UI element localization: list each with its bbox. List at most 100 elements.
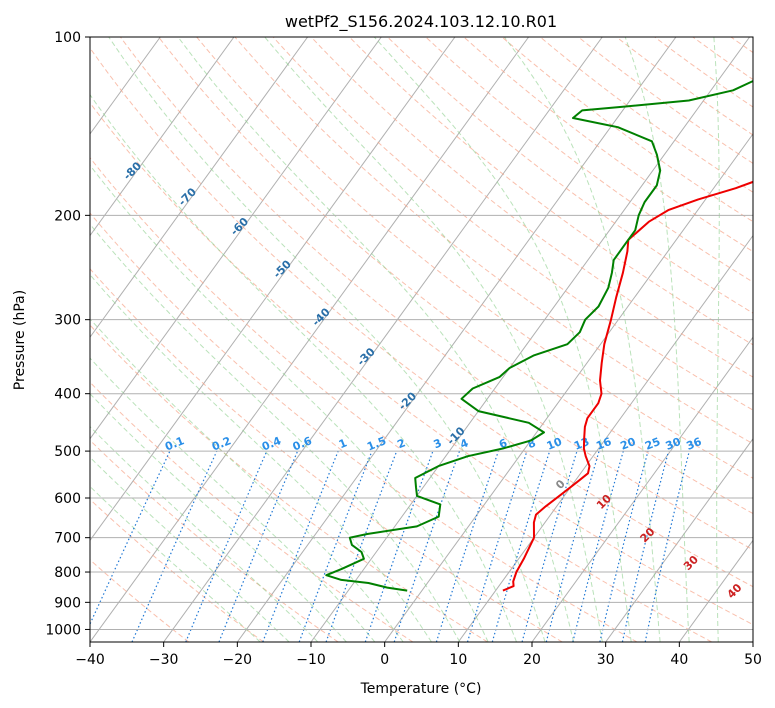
- x-tick-label: −20: [223, 652, 253, 668]
- dry-adiabat-line: [349, 37, 753, 346]
- moist-adiabat-line: [90, 164, 489, 642]
- isotherm-line: [752, 641, 753, 642]
- dry-adiabat-line: [769, 37, 775, 642]
- isotherm-label: -90: [68, 130, 91, 153]
- y-tick-label: 600: [54, 491, 81, 507]
- x-tick-label: 50: [744, 652, 762, 668]
- moist-adiabat-line: [373, 37, 632, 642]
- moist-adiabat-line: [90, 223, 461, 642]
- isotherm-line: [605, 437, 753, 642]
- moist-adiabat-line: [177, 37, 575, 642]
- mixing-ratio-line: [621, 450, 670, 642]
- isotherm-line: [0, 37, 13, 642]
- dry-adiabat-line: [272, 37, 753, 411]
- isotherm-line: [90, 37, 309, 339]
- y-tick-label: 700: [54, 531, 81, 547]
- dry-adiabat-line: [90, 47, 753, 588]
- mixing-ratio-label: 36: [684, 435, 703, 453]
- dewpoint-series-line: [325, 79, 753, 592]
- y-tick-label: 200: [54, 208, 81, 224]
- mixing-ratio-line: [491, 450, 551, 642]
- mixing-ratio-line: [466, 450, 528, 642]
- x-tick-label: 10: [449, 652, 467, 668]
- mixing-ratio-line: [435, 450, 499, 642]
- mixing-ratio-label: 3: [432, 436, 444, 451]
- dry-adiabat-line: [90, 324, 488, 642]
- mixing-ratio-line: [185, 450, 268, 642]
- moist-adiabat-line: [503, 37, 661, 642]
- isotherm-label: -70: [176, 185, 199, 208]
- mixing-ratio-line: [545, 450, 600, 642]
- dry-adiabat-line: [692, 37, 753, 81]
- dry-adiabat-line: [90, 157, 712, 642]
- moist-adiabat-line: [90, 393, 347, 642]
- isotherm-label: -100: [18, 91, 47, 120]
- mixing-ratio-label: 13: [572, 435, 591, 453]
- isotherm-line: [90, 37, 382, 440]
- dry-adiabat-line: [90, 102, 753, 626]
- dry-adiabat-line: [90, 498, 264, 642]
- x-tick-label: 40: [670, 652, 688, 668]
- moist-adiabat-line: [108, 37, 546, 642]
- temperature-series-line: [502, 180, 753, 592]
- y-tick-label: 500: [54, 444, 81, 460]
- moist-adiabat-line: [90, 425, 319, 642]
- mixing-ratio-line: [325, 450, 398, 642]
- mixing-ratio-label: 8: [526, 436, 538, 451]
- isotherm-label: -40: [310, 305, 333, 328]
- dry-adiabat-line: [539, 37, 753, 193]
- moist-adiabat-line: [90, 357, 376, 642]
- x-tick-label: 0: [380, 652, 389, 668]
- mixing-ratio-line: [262, 450, 339, 642]
- isotherm-label: -60: [228, 215, 251, 238]
- x-tick-label: −30: [149, 652, 179, 668]
- x-tick-label: −40: [75, 652, 105, 668]
- mixing-ratio-line: [90, 450, 171, 626]
- dry-adiabat-line: [119, 37, 753, 551]
- x-axis-title: Temperature (°C): [360, 681, 482, 697]
- mixing-ratio-line: [521, 450, 578, 642]
- isotherm-label: -50: [271, 257, 294, 280]
- isotherm-line: [384, 133, 753, 642]
- mixing-ratio-label: 16: [594, 435, 613, 453]
- x-tick-label: 30: [597, 652, 615, 668]
- y-tick-label: 900: [54, 595, 81, 611]
- isotherm-line: [90, 37, 235, 237]
- mixing-ratio-line: [131, 450, 218, 642]
- moist-adiabat-line: [264, 37, 603, 642]
- dry-adiabat-line: [501, 37, 753, 223]
- mixing-ratio-label: 10: [545, 435, 564, 453]
- moist-adiabat-line: [713, 37, 720, 642]
- x-tick-label: −10: [296, 652, 326, 668]
- mixing-ratio-label: 25: [643, 435, 662, 453]
- y-axis-title: Pressure (hPa): [12, 290, 28, 390]
- chart-title: wetPf2_S156.2024.103.12.10.R01: [285, 12, 557, 32]
- dry-adiabat-line: [425, 37, 753, 283]
- moist-adiabat-line: [624, 37, 690, 642]
- mixing-ratio-line: [599, 450, 649, 642]
- isotherm-line: [236, 37, 677, 642]
- moist-adiabat-label: 40: [725, 581, 745, 601]
- isotherm-label: -80: [121, 159, 144, 182]
- mixing-ratio-label: 20: [618, 435, 637, 453]
- dry-adiabat-line: [90, 268, 563, 642]
- dry-adiabat-line: [90, 439, 339, 642]
- dry-adiabat-line: [196, 37, 753, 479]
- moist-adiabat-line: [90, 273, 432, 642]
- y-tick-label: 1000: [45, 622, 81, 638]
- moist-adiabat-label: 20: [638, 525, 658, 545]
- isotherm-label: -30: [355, 345, 378, 368]
- dry-adiabat-line: [310, 37, 753, 378]
- dry-adiabat-line: [654, 37, 753, 108]
- mixing-ratio-label: 30: [664, 435, 683, 453]
- mixing-ratio-label: 1: [337, 436, 349, 451]
- moist-adiabat-line: [90, 456, 290, 642]
- dry-adiabat-line: [234, 37, 753, 445]
- isotherm-line: [531, 336, 753, 642]
- moist-adiabat-label: 30: [681, 553, 701, 573]
- isotherm-line: [678, 539, 753, 642]
- y-tick-label: 100: [54, 30, 81, 46]
- plot-frame: [89, 36, 754, 643]
- moist-adiabat-line: [90, 485, 261, 642]
